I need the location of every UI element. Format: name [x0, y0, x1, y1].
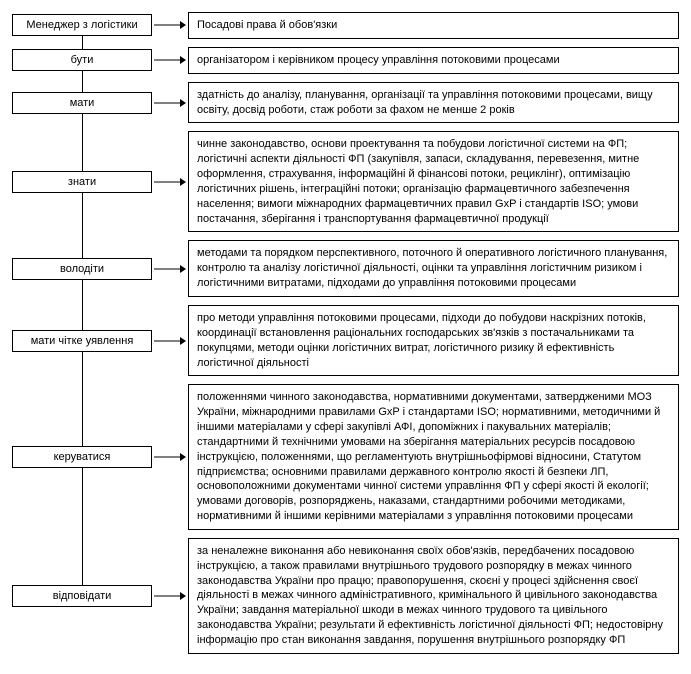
left-box-responsible: відповідати [12, 585, 152, 607]
right-box-possess: методами та порядком перспективного, пот… [188, 240, 679, 297]
right-box-be: організатором і керівником процесу управ… [188, 47, 679, 74]
arrow [152, 12, 188, 39]
right-box-clear-idea: про методи управління потоковими процеса… [188, 305, 679, 376]
arrow [152, 538, 188, 654]
row-guided-by: керуватися положеннями чинного законодав… [12, 384, 679, 530]
arrow [152, 384, 188, 530]
right-text: положеннями чинного законодавства, норма… [197, 391, 660, 522]
right-text: здатність до аналізу, планування, органі… [197, 89, 653, 116]
row-responsible: відповідати за неналежне виконання або н… [12, 538, 679, 654]
left-col: мати [12, 82, 152, 124]
left-label: керуватися [54, 451, 111, 463]
row-possess: володіти методами та порядком перспектив… [12, 240, 679, 297]
row-clear-idea: мати чітке уявлення про методи управлінн… [12, 305, 679, 376]
right-box-guided-by: положеннями чинного законодавства, норма… [188, 384, 679, 530]
left-box-possess: володіти [12, 258, 152, 280]
left-label: Менеджер з логістики [26, 19, 137, 31]
row-know: знати чинне законодавство, основи проект… [12, 131, 679, 232]
right-col: організатором і керівником процесу управ… [188, 47, 679, 74]
left-box-be: бути [12, 49, 152, 71]
arrow-right-icon [152, 97, 188, 109]
arrow [152, 82, 188, 124]
left-col: знати [12, 131, 152, 232]
right-col: про методи управління потоковими процеса… [188, 305, 679, 376]
left-box-clear-idea: мати чітке уявлення [12, 330, 152, 352]
left-label: мати [70, 97, 95, 109]
right-text: про методи управління потоковими процеса… [197, 312, 646, 369]
left-col: бути [12, 47, 152, 74]
arrow-right-icon [152, 590, 188, 602]
right-text: методами та порядком перспективного, пот… [197, 247, 667, 289]
logistics-manager-duties-diagram: Менеджер з логістики Посадові права й об… [12, 12, 679, 654]
arrow [152, 47, 188, 74]
left-col: відповідати [12, 538, 152, 654]
arrow-right-icon [152, 451, 188, 463]
left-box-have: мати [12, 92, 152, 114]
left-col: Менеджер з логістики [12, 12, 152, 39]
right-text: за неналежне виконання або невиконання с… [197, 545, 663, 646]
left-label: володіти [60, 263, 104, 275]
arrow [152, 305, 188, 376]
left-label: відповідати [53, 590, 112, 602]
left-col: володіти [12, 240, 152, 297]
right-text: Посадові права й обов'язки [197, 19, 337, 31]
left-col: керуватися [12, 384, 152, 530]
right-col: здатність до аналізу, планування, органі… [188, 82, 679, 124]
row-manager: Менеджер з логістики Посадові права й об… [12, 12, 679, 39]
right-box-have: здатність до аналізу, планування, органі… [188, 82, 679, 124]
arrow [152, 240, 188, 297]
arrow [152, 131, 188, 232]
right-box-know: чинне законодавство, основи проектування… [188, 131, 679, 232]
arrow-right-icon [152, 335, 188, 347]
right-col: Посадові права й обов'язки [188, 12, 679, 39]
left-box-manager: Менеджер з логістики [12, 14, 152, 36]
right-col: положеннями чинного законодавства, норма… [188, 384, 679, 530]
arrow-right-icon [152, 54, 188, 66]
row-be: бути організатором і керівником процесу … [12, 47, 679, 74]
arrow-right-icon [152, 176, 188, 188]
right-col: за неналежне виконання або невиконання с… [188, 538, 679, 654]
left-label: мати чітке уявлення [31, 335, 134, 347]
left-box-know: знати [12, 171, 152, 193]
row-have: мати здатність до аналізу, планування, о… [12, 82, 679, 124]
right-text: чинне законодавство, основи проектування… [197, 138, 639, 224]
left-label: бути [71, 54, 94, 66]
right-col: чинне законодавство, основи проектування… [188, 131, 679, 232]
right-col: методами та порядком перспективного, пот… [188, 240, 679, 297]
right-text: організатором і керівником процесу управ… [197, 54, 560, 66]
arrow-right-icon [152, 19, 188, 31]
left-label: знати [68, 176, 96, 188]
right-box-duties: Посадові права й обов'язки [188, 12, 679, 39]
left-box-guided-by: керуватися [12, 446, 152, 468]
right-box-responsible: за неналежне виконання або невиконання с… [188, 538, 679, 654]
left-col: мати чітке уявлення [12, 305, 152, 376]
arrow-right-icon [152, 263, 188, 275]
